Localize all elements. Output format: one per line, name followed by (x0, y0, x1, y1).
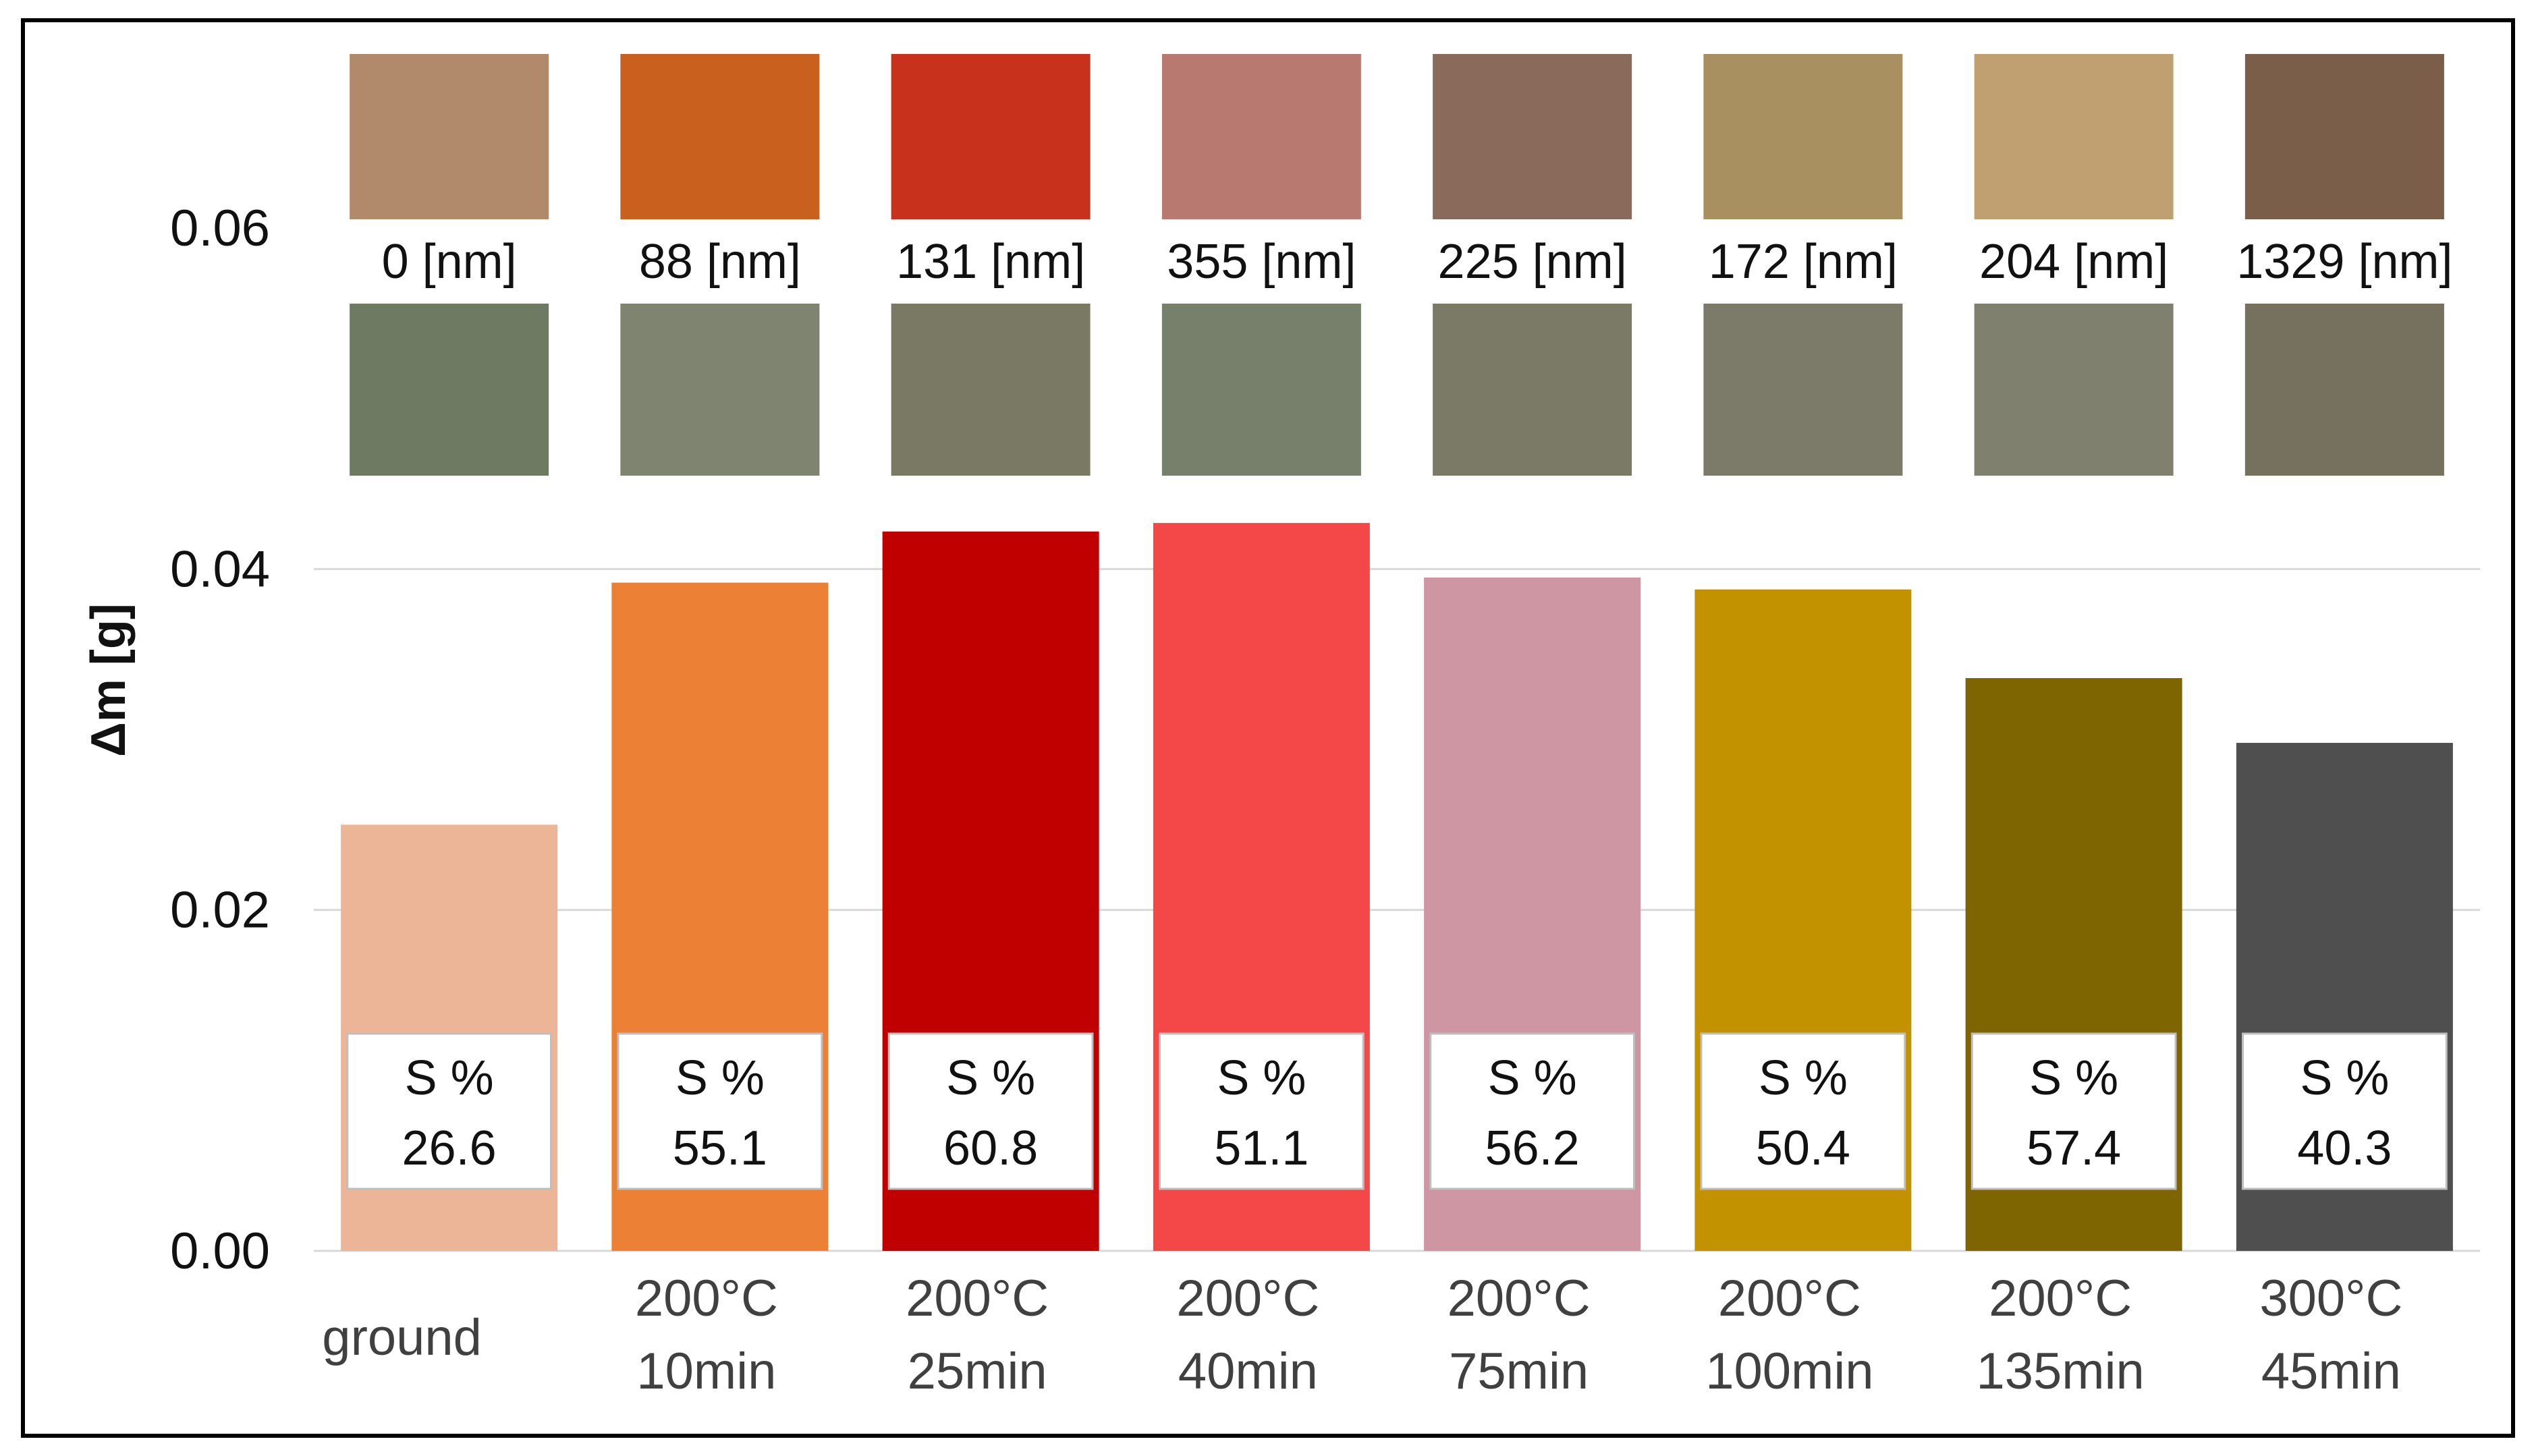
category-label: 25min (908, 1343, 1047, 1400)
s-percent-label: S % (1217, 1051, 1306, 1105)
s-percent-box (1159, 1032, 1365, 1190)
sample-photo-before (350, 54, 549, 219)
s-percent-value: 51.1 (1214, 1121, 1308, 1175)
y-tick-label: 0.06 (170, 200, 270, 257)
s-percent-box (2242, 1032, 2448, 1190)
sample-photo-after (1161, 304, 1361, 476)
sample-photo-after (1433, 304, 1632, 476)
sample-photo-after (1974, 304, 2174, 476)
sample-photo-after (1703, 304, 1903, 476)
y-tick-label: 0.00 (170, 1223, 270, 1280)
s-percent-label: S % (946, 1051, 1035, 1105)
category-label: ground (322, 1309, 482, 1366)
s-percent-box (1700, 1032, 1906, 1190)
s-percent-value: 60.8 (943, 1121, 1038, 1175)
thickness-labels: 0 [nm] 88 [nm] 131 [nm] 355 [nm] 225 [nm] 172… (382, 235, 2453, 289)
sample-photo-before (1703, 54, 1903, 219)
category-label: 200°C (635, 1270, 778, 1327)
thickness-label: 0 [nm] (382, 235, 517, 289)
sample-photo-before (1161, 54, 1361, 219)
thickness-label: 355 [nm] (1167, 235, 1356, 289)
thickness-label: 172 [nm] (1709, 235, 1898, 289)
s-percent-value: 56.2 (1485, 1121, 1580, 1175)
s-percent-box (887, 1032, 1094, 1190)
s-percent-boxes: S % 26.6 S % 55.1 S % 60.8 S % 51.1 S % 56.2 S % 50… (346, 1032, 2448, 1190)
s-percent-box (1970, 1032, 2177, 1190)
thickness-label: 88 [nm] (639, 235, 801, 289)
category-label: 75min (1449, 1343, 1589, 1400)
category-label: 100min (1705, 1343, 1873, 1400)
thickness-label: 131 [nm] (896, 235, 1085, 289)
sample-photo-after (350, 304, 549, 476)
sample-photos (350, 54, 2444, 476)
category-label: 200°C (1448, 1270, 1591, 1327)
category-label: 200°C (1989, 1270, 2132, 1327)
sample-photo-before (891, 54, 1091, 219)
category-label: 10min (636, 1343, 776, 1400)
category-label: 200°C (906, 1270, 1049, 1327)
sample-photo-before (2244, 54, 2444, 219)
sample-photo-after (620, 304, 820, 476)
y-tick-labels: 0.00 0.02 0.04 0.06 (170, 200, 270, 1280)
y-axis-label: Δm [g] (82, 603, 136, 757)
s-percent-label: S % (2300, 1051, 2389, 1105)
y-tick-label: 0.02 (170, 882, 270, 939)
s-percent-value: 26.6 (402, 1121, 497, 1175)
s-percent-box (1429, 1032, 1635, 1190)
sample-photo-after (2244, 304, 2444, 476)
thickness-label: 225 [nm] (1438, 235, 1627, 289)
s-percent-label: S % (676, 1051, 765, 1105)
category-label: 45min (2261, 1343, 2401, 1400)
sample-photo-before (620, 54, 820, 219)
s-percent-value: 50.4 (1756, 1121, 1850, 1175)
category-labels: ground 200°C 10min 200°C 25min 200°C 40min 200°… (322, 1270, 2402, 1400)
s-percent-label: S % (1759, 1051, 1848, 1105)
s-percent-label: S % (405, 1051, 494, 1105)
category-label: 135min (1976, 1343, 2144, 1400)
thickness-label: 204 [nm] (1979, 235, 2168, 289)
category-label: 200°C (1718, 1270, 1861, 1327)
category-label: 40min (1178, 1343, 1318, 1400)
s-percent-box (346, 1032, 552, 1190)
sample-photo-after (891, 304, 1091, 476)
s-percent-label: S % (2029, 1051, 2118, 1105)
s-percent-value: 55.1 (673, 1121, 767, 1175)
sample-photo-before (1433, 54, 1632, 219)
category-label: 300°C (2259, 1270, 2402, 1327)
s-percent-value: 40.3 (2297, 1121, 2392, 1175)
sample-photo-before (1974, 54, 2174, 219)
y-tick-label: 0.04 (170, 540, 270, 598)
category-label: 200°C (1176, 1270, 1319, 1327)
thickness-label: 1329 [nm] (2236, 235, 2452, 289)
s-percent-box (617, 1032, 823, 1190)
s-percent-value: 57.4 (2027, 1121, 2121, 1175)
s-percent-label: S % (1488, 1051, 1577, 1105)
